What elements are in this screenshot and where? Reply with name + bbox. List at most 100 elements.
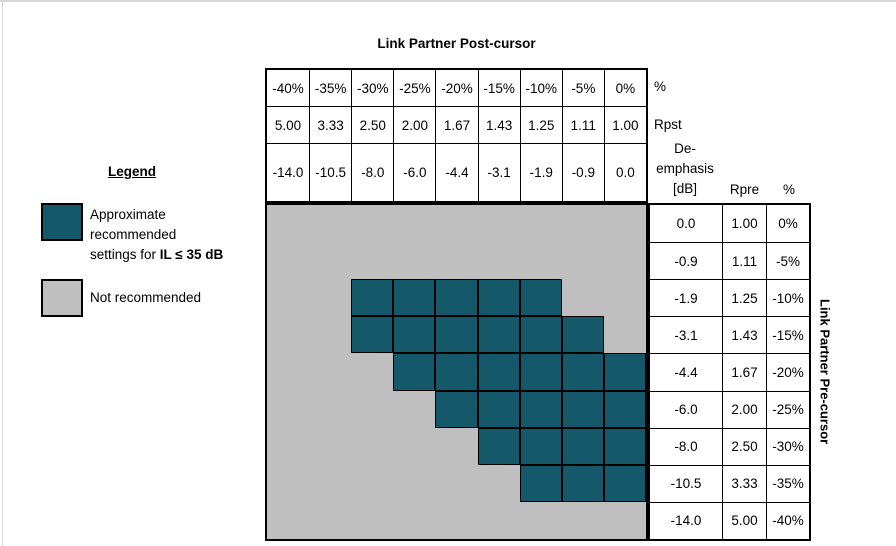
pre-cursor-cell: -10%: [766, 279, 809, 317]
grid-cell-not-recommended: [393, 502, 435, 539]
grid-cell-not-recommended: [309, 279, 351, 316]
grid-cell-not-recommended: [267, 279, 309, 316]
grid-cell-not-recommended: [393, 391, 435, 428]
grid-cell-recommended: [351, 316, 394, 354]
grid-cell-not-recommended: [267, 205, 309, 242]
pre-cursor-cell: -40%: [766, 501, 809, 539]
pre-cursor-cell: 2.50: [722, 427, 766, 465]
grid-cell-not-recommended: [562, 242, 604, 279]
post-cursor-cell: -4.4: [435, 143, 478, 201]
post-cursor-cell: -10.5: [309, 143, 352, 201]
grid-cell-recommended: [561, 464, 604, 502]
grid-cell-not-recommended: [309, 316, 351, 353]
pre-cursor-cell: -3.1: [650, 316, 722, 353]
grid-cell-recommended: [435, 316, 478, 354]
grid-cell-not-recommended: [604, 205, 646, 242]
grid-cell-not-recommended: [309, 465, 351, 502]
legend-label-line: recommended: [90, 227, 177, 242]
pre-cursor-cell: 0%: [766, 205, 809, 243]
grid-cell-recommended: [603, 390, 646, 428]
grid-cell-not-recommended: [604, 279, 646, 316]
grid-cell-not-recommended: [478, 242, 520, 279]
grid-cell-not-recommended: [520, 205, 562, 242]
grid-cell-not-recommended: [562, 279, 604, 316]
pre-cursor-cell: 1.43: [722, 316, 766, 354]
pre-cursor-cell: -20%: [766, 353, 809, 391]
post-cursor-cell: -10%: [519, 70, 562, 106]
grid-cell-not-recommended: [351, 428, 393, 465]
post-cursor-cell: -40%: [272, 80, 304, 96]
pre-cursor-cell: -14.0: [650, 501, 722, 539]
grid-cell-recommended: [519, 316, 562, 354]
pre-cursor-cell: -1.9: [650, 279, 722, 316]
grid-cell-recommended: [393, 279, 436, 317]
post-cursor-cell: 1.00: [603, 106, 646, 143]
legend-recommended-swatch: [41, 203, 83, 241]
pre-cursor-cell: 2.00: [722, 390, 766, 428]
grid-cell-recommended: [435, 353, 478, 391]
grid-cell-recommended: [393, 353, 436, 391]
settings-grid: [265, 203, 648, 541]
post-cursor-cell: -8.0: [351, 143, 394, 201]
pre-cursor-cell: -25%: [766, 390, 809, 428]
post-cursor-cell: 1.11: [561, 106, 604, 143]
grid-cell-not-recommended: [267, 428, 309, 465]
post-cursor-cell: 2.50: [351, 106, 394, 143]
grid-cell-not-recommended: [604, 502, 646, 539]
grid-cell-not-recommended: [267, 391, 309, 428]
grid-cell-not-recommended: [604, 316, 646, 353]
grid-cell-not-recommended: [351, 391, 393, 428]
post-cursor-cell: -5%: [561, 70, 604, 106]
grid-cell-not-recommended: [604, 242, 646, 279]
legend-label-line: settings for IL ≤ 35 dB: [90, 245, 255, 265]
post-cursor-cell: -6.0: [393, 143, 436, 201]
pre-cursor-cell: 0.0: [676, 216, 696, 232]
grid-cell-not-recommended: [309, 391, 351, 428]
page-edge-top: [0, 0, 896, 2]
pre-cursor-rpre-header: Rpre: [729, 182, 760, 197]
post-cursor-cell: -15%: [477, 70, 520, 106]
grid-cell-not-recommended: [478, 465, 520, 502]
grid-cell-not-recommended: [351, 205, 393, 242]
grid-cell-recommended: [519, 279, 562, 317]
post-cursor-cell: -25%: [393, 70, 435, 106]
pre-cursor-cell: -30%: [766, 427, 809, 465]
pre-cursor-cell: 1.25: [722, 279, 766, 317]
grid-cell-not-recommended: [267, 502, 309, 539]
pre-cursor-cell: 3.33: [722, 464, 766, 502]
pre-cursor-cell: -5%: [766, 242, 809, 280]
post-cursor-cell: 1.25: [519, 106, 562, 143]
post-cursor-cell: -20%: [435, 70, 477, 106]
legend-title: Legend: [107, 164, 156, 179]
grid-cell-not-recommended: [351, 242, 393, 279]
post-cursor-cell: 0%: [603, 70, 646, 106]
grid-cell-not-recommended: [393, 205, 435, 242]
grid-cell-not-recommended: [267, 353, 309, 390]
legend-label-line: Approximate: [90, 207, 166, 222]
post-cursor-cell: -3.1: [477, 143, 520, 201]
grid-cell-recommended: [519, 353, 562, 391]
deemphasis-header-line: [dB]: [672, 181, 697, 196]
grid-cell-not-recommended: [562, 205, 604, 242]
grid-cell-recommended: [393, 316, 436, 354]
grid-cell-recommended: [477, 279, 520, 317]
grid-cell-recommended: [561, 390, 604, 428]
legend-recommended-label: Approximate recommended settings for IL …: [90, 205, 255, 265]
grid-cell-recommended: [603, 464, 646, 502]
grid-cell-not-recommended: [478, 502, 520, 539]
pre-cursor-cell: -10.5: [650, 464, 722, 502]
pre-cursor-deemphasis-header: De- emphasis [dB]: [648, 139, 722, 199]
grid-cell-not-recommended: [351, 353, 393, 390]
post-cursor-cell: -30%: [351, 70, 393, 106]
grid-cell-not-recommended: [267, 316, 309, 353]
grid-cell-not-recommended: [435, 502, 477, 539]
grid-cell-recommended: [477, 353, 520, 391]
grid-cell-recommended: [561, 353, 604, 391]
grid-cell-not-recommended: [520, 502, 562, 539]
pre-cursor-axis-title: Link Partner Pre-cursor: [817, 299, 833, 445]
grid-cell-not-recommended: [309, 353, 351, 390]
grid-cell-recommended: [603, 427, 646, 465]
grid-cell-recommended: [519, 464, 562, 502]
grid-cell-recommended: [435, 279, 478, 317]
post-cursor-cell: 1.43: [477, 106, 520, 143]
